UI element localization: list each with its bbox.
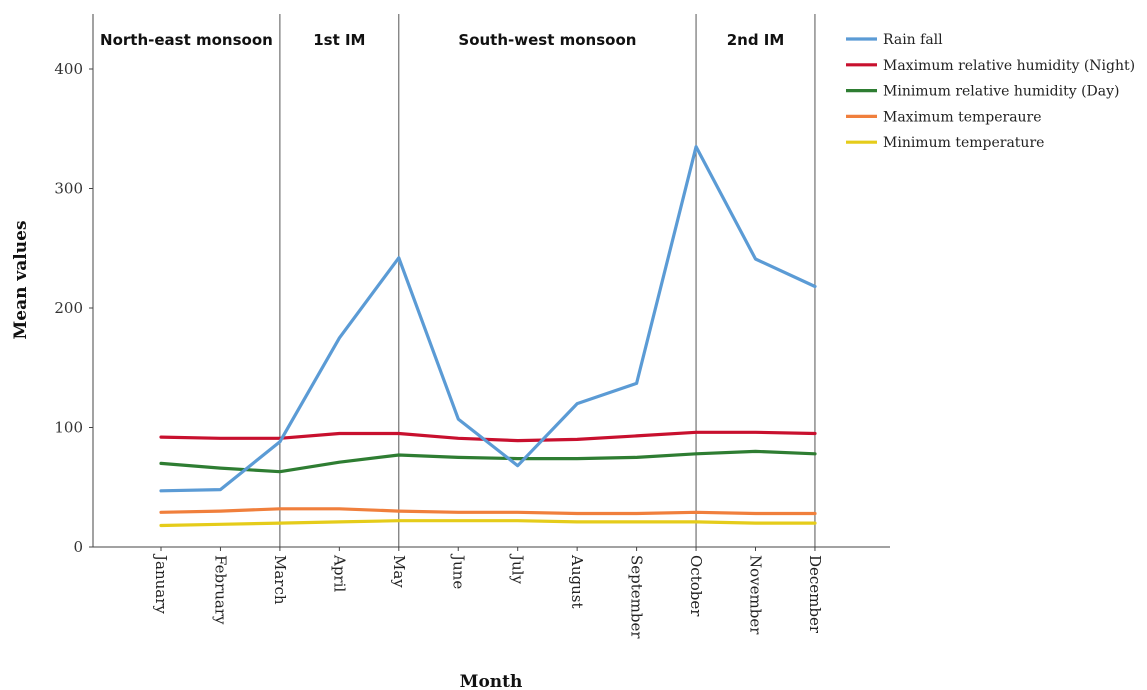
x-tick-label: October xyxy=(687,555,705,617)
series-line xyxy=(159,507,817,516)
series-line xyxy=(159,430,817,443)
x-tick-label: December xyxy=(806,555,824,634)
season-label: North-east monsoon xyxy=(100,31,273,49)
season-label: South-west monsoon xyxy=(458,31,636,49)
y-tick-label: 100 xyxy=(54,419,83,437)
series-line xyxy=(159,449,817,474)
y-tick-label: 400 xyxy=(54,60,83,78)
y-tick-label: 300 xyxy=(54,180,83,198)
x-tick-label: August xyxy=(568,554,586,608)
series-line xyxy=(159,519,817,528)
x-tick-label: April xyxy=(330,554,348,592)
x-tick-label: September xyxy=(628,555,646,639)
x-tick-label: July xyxy=(509,553,527,584)
series-line xyxy=(159,145,817,493)
season-label: 1st IM xyxy=(313,31,365,49)
axis-ticks: 0 100 200 300 400 January February March April Ma… xyxy=(54,60,824,639)
legend: Rain fall Maximum relative humidity (Nigh… xyxy=(846,32,1135,151)
season-label: 2nd IM xyxy=(727,31,785,49)
series-lines xyxy=(159,145,817,528)
legend-label: Maximum relative humidity (Night) xyxy=(883,58,1135,74)
season-dividers: North-east monsoon 1st IM South-west monso… xyxy=(100,14,816,547)
x-tick-label: June xyxy=(449,553,467,589)
axes xyxy=(92,14,890,548)
x-tick-label: February xyxy=(211,555,229,625)
legend-label: Minimum relative humidity (Day) xyxy=(883,84,1120,100)
y-tick-label: 0 xyxy=(73,538,83,556)
legend-label: Rain fall xyxy=(883,32,943,48)
y-tick-label: 200 xyxy=(54,299,83,317)
x-tick-label: November xyxy=(747,555,765,635)
x-tick-label: May xyxy=(390,555,408,588)
y-axis-title: Mean values xyxy=(11,220,31,339)
legend-label: Maximum temperaure xyxy=(883,109,1042,125)
x-tick-label: March xyxy=(271,555,289,605)
x-tick-label: January xyxy=(152,553,170,614)
x-axis-title: Month xyxy=(460,672,523,690)
legend-label: Minimum temperature xyxy=(883,135,1044,151)
